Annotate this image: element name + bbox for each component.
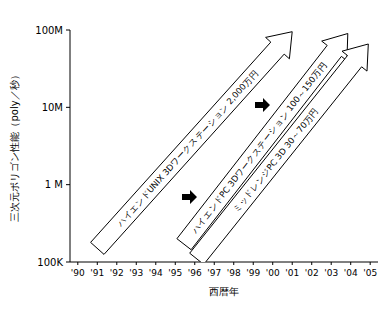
x-tick [155, 262, 156, 265]
x-tick [175, 262, 176, 265]
decor-arrow [255, 98, 270, 112]
trend-arrow [190, 44, 369, 262]
x-tick [292, 262, 293, 265]
decor-arrow [182, 190, 197, 204]
y-tick-label: 100K [37, 257, 63, 268]
x-tick [311, 262, 312, 265]
x-tick [350, 262, 351, 265]
arrow-label: ハイエンドPC 3Dワークステーション 100～150万円 [189, 60, 329, 236]
x-axis-title: 西暦年 [209, 286, 239, 297]
y-axis [70, 30, 71, 262]
x-tick-label: '98 [227, 268, 241, 278]
x-tick [214, 262, 215, 265]
x-axis [70, 262, 378, 263]
y-tick [66, 262, 70, 263]
y-tick [66, 184, 70, 185]
trend-arrow [177, 34, 348, 250]
arrow-labels: ハイエンドUNIX 3Dワークステーション 2,000万円ハイエンドPC 3Dワ… [114, 60, 329, 236]
x-tick-label: '03 [324, 268, 338, 278]
x-tick [272, 262, 273, 265]
x-tick-label: '05 [363, 268, 377, 278]
x-tick [233, 262, 234, 265]
x-tick-label: '93 [129, 268, 143, 278]
x-tick-label: '92 [110, 268, 124, 278]
x-tick-label: '90 [71, 268, 85, 278]
x-tick [370, 262, 371, 265]
x-tick-label: '97 [207, 268, 221, 278]
y-tick [66, 30, 70, 31]
x-tick [194, 262, 195, 265]
y-tick [66, 107, 70, 108]
x-tick-label: '00 [266, 268, 280, 278]
x-tick [116, 262, 117, 265]
x-tick [136, 262, 137, 265]
y-tick-label: 10M [42, 102, 63, 113]
x-tick-label: '95 [168, 268, 182, 278]
x-tick-label: '96 [188, 268, 202, 278]
x-tick-label: '91 [90, 268, 104, 278]
x-tick [331, 262, 332, 265]
arrow-label: ミッドレンジPC 3D 30～70万円 [231, 106, 321, 215]
x-tick-label: '99 [246, 268, 260, 278]
x-tick-label: '04 [344, 268, 358, 278]
x-tick-label: '94 [149, 268, 163, 278]
y-tick-label: 100M [35, 25, 63, 36]
x-tick-label: '02 [305, 268, 319, 278]
chart: 100K 1 M 10M 100M '90 '91 '92 '93 '94 '95 '96 '97 '9… [0, 0, 387, 322]
x-tick [97, 262, 98, 265]
x-tick-label: '01 [285, 268, 299, 278]
plot-area [91, 32, 369, 262]
y-axis-title: 三次元ポリゴン性能（poly／秒） [9, 70, 20, 221]
y-tick-label: 1 M [45, 179, 63, 190]
x-tick [253, 262, 254, 265]
x-tick [77, 262, 78, 265]
